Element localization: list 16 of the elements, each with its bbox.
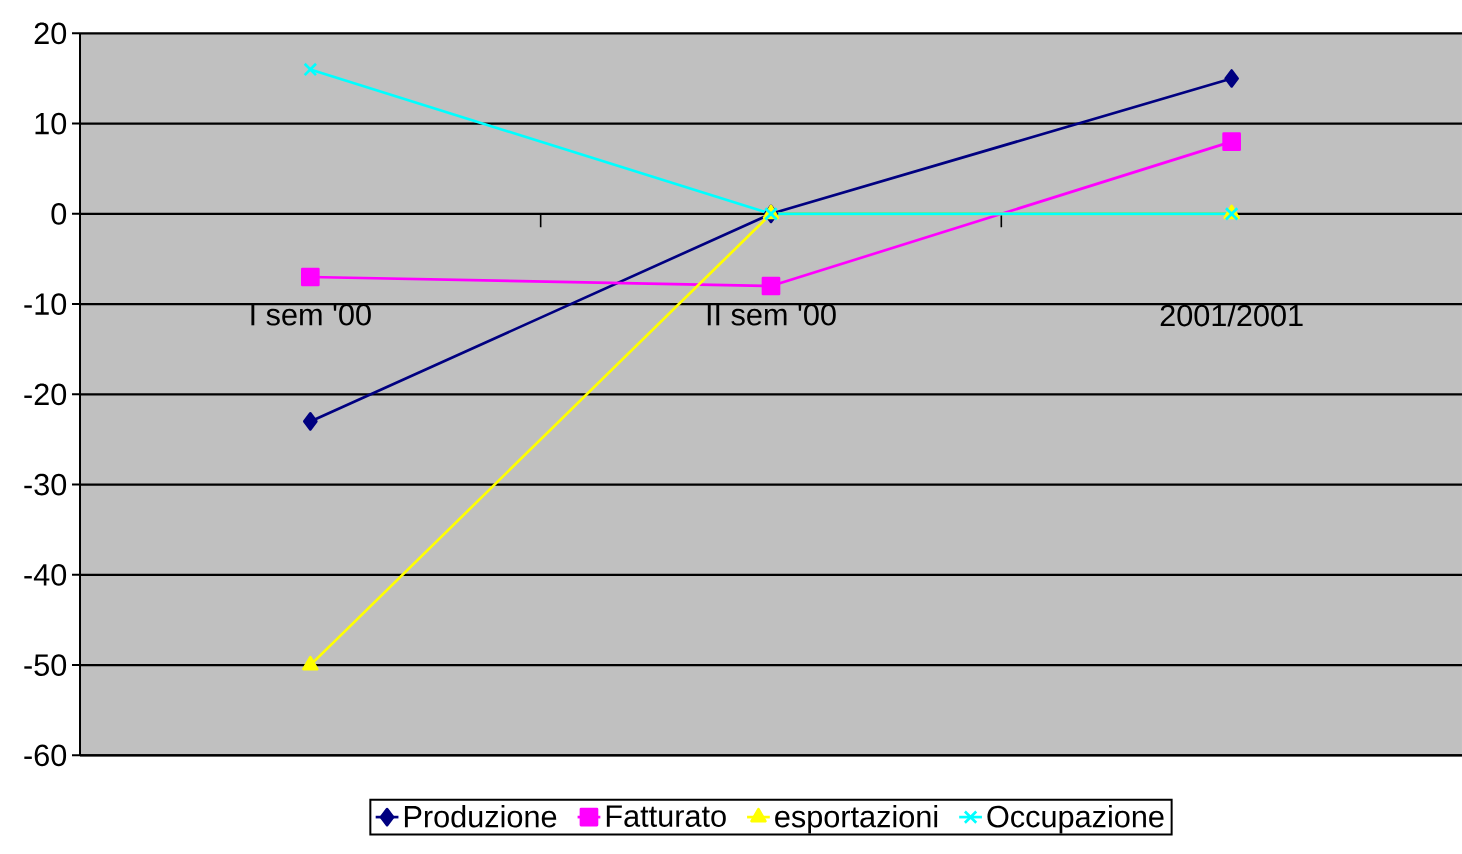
y-tick-label: 10: [35, 112, 67, 135]
x-tick-label: I sem '00: [251, 303, 371, 326]
y-tick-label: 0: [51, 202, 67, 225]
x-tick-label: 2001/2001: [1160, 303, 1303, 327]
y-tick-label: 20: [34, 22, 67, 45]
legend-label: Fatturato: [606, 805, 726, 827]
legend-label: esportazioni: [775, 804, 938, 834]
y-tick-label: -20: [24, 383, 67, 406]
y-tick-label: -10: [24, 293, 67, 315]
y-tick-label: -60: [24, 744, 67, 767]
legend-label: Produzione: [404, 804, 557, 828]
y-tick-label: -40: [24, 563, 67, 586]
x-tick-label: II sem '00: [707, 303, 836, 326]
y-tick-label: -30: [24, 473, 67, 496]
y-tick-label: -50: [24, 654, 67, 676]
legend-label: Occupazione: [987, 804, 1164, 834]
